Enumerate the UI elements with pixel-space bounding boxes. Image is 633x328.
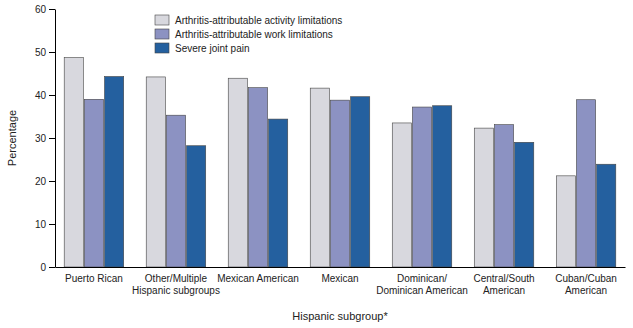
x-tick-label: Puerto Rican xyxy=(65,273,123,284)
x-tick: Puerto Rican xyxy=(65,273,123,284)
x-tick-label-line: Mexican xyxy=(321,273,358,284)
y-tick: 0 xyxy=(40,262,55,273)
y-tick-label: 40 xyxy=(35,90,47,101)
x-axis-line xyxy=(56,267,626,268)
legend-swatch xyxy=(155,29,169,39)
x-axis-title: Hispanic subgroup* xyxy=(292,310,388,322)
x-tick-label: Mexican xyxy=(321,273,358,284)
bar xyxy=(597,164,616,267)
bar xyxy=(228,78,247,267)
y-tick-mark xyxy=(49,138,55,139)
x-tick: Other/MultipleHispanic subgroups xyxy=(132,273,220,296)
bar xyxy=(474,128,493,267)
y-axis-title: Percentage xyxy=(6,110,18,166)
bar xyxy=(392,123,411,267)
legend-item: Arthritis-attributable work limitations xyxy=(155,29,333,40)
x-tick-label-line: Dominican American xyxy=(376,285,468,296)
y-tick: 40 xyxy=(35,90,55,101)
legend-label: Arthritis-attributable work limitations xyxy=(175,29,333,40)
y-tick: 10 xyxy=(35,219,55,230)
x-tick: Mexican xyxy=(321,273,358,284)
y-tick-label: 60 xyxy=(35,4,47,15)
x-tick: Dominican/Dominican American xyxy=(376,273,468,296)
y-tick-label: 0 xyxy=(40,262,46,273)
bar xyxy=(310,88,329,267)
x-tick-label: Cuban/CubanAmerican xyxy=(555,273,617,296)
x-tick: Cuban/CubanAmerican xyxy=(555,273,617,296)
y-tick-label: 20 xyxy=(35,176,47,187)
x-tick-label-line: Other/Multiple xyxy=(145,273,208,284)
y-tick-mark xyxy=(49,224,55,225)
x-tick-label-line: Central/South xyxy=(473,273,534,284)
x-tick-label-line: Dominican/ xyxy=(397,273,447,284)
bar xyxy=(166,115,185,267)
bar xyxy=(146,77,165,267)
bars xyxy=(64,58,616,267)
y-tick: 30 xyxy=(35,133,55,144)
bar xyxy=(494,125,513,267)
bar xyxy=(556,176,575,267)
bar xyxy=(515,142,534,267)
chart: 0102030405060Puerto RicanOther/MultipleH… xyxy=(0,0,633,328)
y-tick-mark xyxy=(49,267,55,268)
legend-swatch xyxy=(155,15,169,25)
bar xyxy=(84,99,103,267)
x-tick: Central/SouthAmerican xyxy=(473,273,534,296)
plot: 0 10 20 30 40 50 60 Puerto Rican Other/MultipleH… xyxy=(35,4,626,296)
legend: Arthritis-attributable activity limitati… xyxy=(155,15,342,54)
bar xyxy=(330,100,349,267)
y-tick: 20 xyxy=(35,176,55,187)
x-tick-label: Mexican American xyxy=(217,273,299,284)
x-axis: Puerto Rican Other/MultipleHispanic subgr… xyxy=(56,268,626,296)
bar xyxy=(351,97,370,267)
x-tick-label: Dominican/Dominican American xyxy=(376,273,468,296)
x-tick-label-line: Cuban/Cuban xyxy=(555,273,617,284)
legend-item: Severe joint pain xyxy=(155,43,250,54)
y-tick-label: 30 xyxy=(35,133,47,144)
x-tick-label-line: Puerto Rican xyxy=(65,273,123,284)
bar xyxy=(248,88,267,267)
legend-swatch xyxy=(155,43,169,53)
x-tick-label-line: Mexican American xyxy=(217,273,299,284)
bar xyxy=(433,106,452,267)
x-tick-label-line: American xyxy=(483,285,525,296)
bar xyxy=(269,119,288,267)
y-tick-label: 10 xyxy=(35,219,47,230)
bar xyxy=(576,100,595,267)
legend-item: Arthritis-attributable activity limitati… xyxy=(155,15,342,26)
x-tick-label-line: American xyxy=(565,285,607,296)
y-tick-mark xyxy=(49,181,55,182)
bar xyxy=(64,58,83,267)
y-tick-mark xyxy=(49,9,55,10)
bar xyxy=(412,107,431,267)
y-axis: 0 10 20 30 40 50 60 xyxy=(35,4,56,273)
bar xyxy=(105,77,124,267)
x-tick-label: Other/MultipleHispanic subgroups xyxy=(132,273,220,296)
y-tick: 60 xyxy=(35,4,55,15)
y-tick-mark xyxy=(49,52,55,53)
x-tick-label-line: Hispanic subgroups xyxy=(132,285,220,296)
y-tick-mark xyxy=(49,95,55,96)
y-tick-label: 50 xyxy=(35,47,47,58)
x-tick-label: Central/SouthAmerican xyxy=(473,273,534,296)
legend-label: Arthritis-attributable activity limitati… xyxy=(175,15,342,26)
legend-label: Severe joint pain xyxy=(175,43,250,54)
y-axis-line xyxy=(55,10,56,268)
y-tick: 50 xyxy=(35,47,55,58)
x-tick: Mexican American xyxy=(217,273,299,284)
bar xyxy=(187,146,206,267)
